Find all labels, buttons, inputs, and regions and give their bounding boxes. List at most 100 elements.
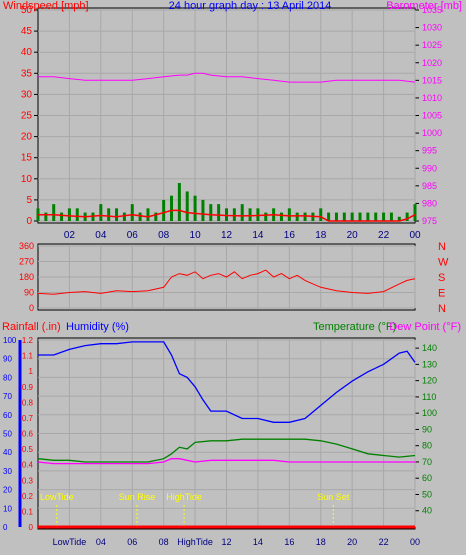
temp-x-tick-label: 20: [347, 537, 357, 547]
baro-y-tick-label: 1000: [422, 128, 442, 138]
rain-y-tick-label: 1: [29, 367, 34, 376]
baro-y-tick-label: 1035: [422, 5, 442, 15]
dir-compass-label: W: [438, 257, 449, 269]
wind-y-tick-label: 45: [21, 26, 33, 37]
humidity-y-tick-label: 10: [3, 504, 12, 513]
humidity-y-tick-label: 40: [3, 448, 12, 457]
humidity-y-tick-label: 50: [3, 430, 12, 439]
rain-y-tick-label: 0.8: [22, 398, 34, 407]
wind-y-tick-label: 40: [21, 47, 33, 58]
humidity-y-tick-label: 100: [3, 336, 17, 345]
temp-y-tick-label: 120: [422, 376, 437, 386]
wind-y-tick-label: 25: [21, 111, 33, 122]
humidity-legend: Humidity (%): [66, 321, 129, 333]
dir-compass-label: N: [438, 303, 446, 315]
baro-y-tick-label: 1030: [422, 23, 442, 33]
wind-x-tick-label: 16: [284, 230, 296, 241]
rain-y-tick-label: 1.2: [22, 336, 34, 345]
temp-x-tick-label: 16: [284, 537, 294, 547]
temp-y-tick-label: 110: [422, 392, 436, 402]
graph-title: 24 hour graph day : 13 April 2014: [169, 0, 332, 12]
wind-x-tick-label: 02: [64, 230, 76, 241]
temp-y-tick-label: 70: [422, 457, 432, 467]
temp-x-tick-label: 22: [379, 537, 389, 547]
dir-y-tick-label: 90: [24, 288, 34, 298]
wind-title: Windspeed [mph]: [3, 0, 89, 12]
temperature-line: [37, 438, 416, 463]
dir-y-tick-label: 360: [19, 241, 34, 251]
rainfall-legend: Rainfall (.in): [2, 321, 61, 333]
humidity-y-tick-label: 30: [3, 467, 12, 476]
rain-y-tick-label: 0.2: [22, 492, 34, 501]
wind-x-tick-label: 18: [315, 230, 327, 241]
baro-y-tick-label: 1005: [422, 111, 442, 121]
temp-y-tick-label: 50: [422, 489, 432, 499]
temp-x-tick-label: 06: [127, 537, 137, 547]
dir-y-tick-label: 0: [29, 303, 34, 313]
wind-y-tick-label: 20: [21, 132, 33, 143]
temp-y-tick-label: 40: [422, 506, 432, 516]
humidity-y-tick-label: 70: [3, 392, 12, 401]
barometer-title: Barometer [mb]: [386, 0, 462, 12]
wind-x-tick-label: 00: [409, 230, 421, 241]
temp-y-tick-label: 80: [422, 441, 432, 451]
baro-y-tick-label: 1015: [422, 75, 442, 85]
temperature-legend: Temperature (°F): [313, 321, 396, 333]
windspeed-line: [38, 209, 416, 222]
rain-y-tick-label: 0.1: [22, 507, 34, 516]
baro-y-tick-label: 1020: [422, 58, 442, 68]
temp-y-tick-label: 90: [422, 424, 432, 434]
humidity-y-tick-label: 0: [3, 523, 8, 532]
event-label: Sun Rise: [119, 492, 156, 502]
humidity-y-tick-label: 90: [3, 355, 12, 364]
wind-x-tick-label: 04: [95, 230, 107, 241]
wind-y-tick-label: 50: [21, 5, 33, 16]
temp-x-tick-label: HighTide: [177, 537, 213, 547]
baro-y-tick-label: 1010: [422, 93, 442, 103]
rain-y-tick-label: 0.9: [22, 383, 34, 392]
rain-y-tick-label: 1.1: [22, 352, 34, 361]
wind-x-tick-label: 20: [347, 230, 359, 241]
dir-y-tick-label: 180: [19, 272, 34, 282]
rain-y-tick-label: 0.7: [22, 414, 34, 423]
temp-y-tick-label: 130: [422, 359, 437, 369]
temp-x-tick-label: 00: [410, 537, 420, 547]
rain-y-tick-label: 0: [29, 523, 34, 532]
event-label: Sun Set: [317, 492, 350, 502]
baro-y-tick-label: 995: [422, 146, 437, 156]
marks-layer: [36, 72, 417, 529]
wind-x-tick-label: 22: [378, 230, 390, 241]
wind-x-tick-label: 08: [158, 230, 170, 241]
humidity-line: [38, 341, 416, 423]
baro-y-tick-label: 990: [422, 163, 437, 173]
wind-x-tick-label: 14: [252, 230, 264, 241]
temp-x-tick-label: LowTide: [53, 537, 87, 547]
humidity-y-tick-label: 20: [3, 486, 12, 495]
temp-y-tick-label: 100: [422, 408, 437, 418]
temp-y-tick-label: 60: [422, 473, 432, 483]
direction-line: [37, 269, 416, 295]
wind-y-tick-label: 30: [21, 89, 33, 100]
wind-x-tick-label: 06: [127, 230, 139, 241]
barometer-line: [38, 72, 416, 83]
wind-x-tick-label: 12: [221, 230, 233, 241]
baro-y-tick-label: 1025: [422, 40, 442, 50]
rain-y-tick-label: 0.6: [22, 430, 34, 439]
labels-layer: 0510152025303540455097598098599099510001…: [3, 5, 449, 547]
temp-x-tick-label: 12: [221, 537, 231, 547]
humidity-y-tick-label: 60: [3, 411, 12, 420]
rain-y-tick-label: 0.3: [22, 476, 34, 485]
wind-y-tick-label: 35: [21, 68, 33, 79]
dir-compass-label: S: [438, 272, 445, 284]
wind-y-tick-label: 10: [21, 174, 33, 185]
dewpoint-legend: Dew Point (°F): [389, 321, 461, 333]
temp-x-tick-label: 18: [316, 537, 326, 547]
temp-x-tick-label: 04: [96, 537, 106, 547]
event-label: LowTide: [40, 492, 74, 502]
baro-y-tick-label: 980: [422, 198, 437, 208]
humidity-y-tick-label: 80: [3, 373, 12, 382]
wind-y-tick-label: 5: [26, 195, 32, 206]
wind-y-tick-label: 15: [21, 153, 33, 164]
dir-compass-label: E: [438, 288, 445, 300]
